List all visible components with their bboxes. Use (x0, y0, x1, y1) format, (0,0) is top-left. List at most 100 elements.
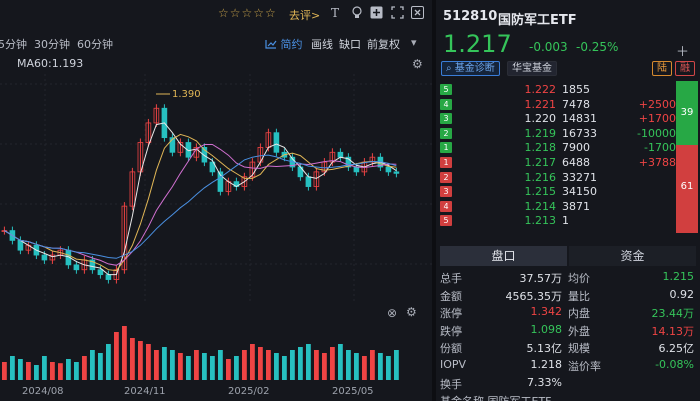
stat-value: 6.25亿 (624, 340, 694, 356)
order-delta: +3788 (616, 156, 676, 169)
stat-value: 23.44万 (624, 305, 694, 321)
x-axis: 2024/08 2024/11 2025/02 2025/05 (0, 386, 432, 401)
price-change-pct: -0.25% (576, 40, 618, 54)
period-30min[interactable]: 30分钟 (34, 36, 70, 52)
rating-stars[interactable]: ☆☆☆☆☆ (218, 6, 277, 20)
volume-bar (346, 350, 351, 380)
order-book-row[interactable]: 5 1.222 1855 (436, 83, 676, 97)
volume-bar (330, 347, 335, 380)
stat-label: 份额 (440, 340, 462, 356)
simple-mode-button[interactable]: 简约 (265, 36, 303, 52)
x-tick: 2025/05 (332, 386, 374, 397)
order-book-row[interactable]: 5 1.213 1 (436, 214, 676, 228)
fund-diagnosis-label: 基金诊断 (455, 63, 495, 74)
stat-label: IOPV (440, 358, 466, 371)
period-60min[interactable]: 60分钟 (77, 36, 113, 52)
buy-sell-ratio-bar: 39 61 (676, 81, 698, 233)
order-book-row[interactable]: 3 1.215 34150 (436, 185, 676, 199)
stat-value: 5.13亿 (492, 340, 562, 356)
bulb-icon[interactable] (350, 6, 364, 20)
order-book-row[interactable]: 4 1.221 7478 +2500 (436, 98, 676, 112)
volume-bar (10, 356, 15, 380)
order-qty: 3871 (562, 200, 590, 213)
volume-bar (162, 347, 167, 380)
level-badge: 5 (440, 215, 452, 226)
stat-value: 1.218 (492, 358, 562, 371)
text-icon[interactable]: T (328, 6, 342, 20)
price-change: -0.003 (529, 40, 568, 54)
search-icon: ⌕ (446, 63, 452, 74)
candle (354, 167, 359, 172)
order-price: 1.217 (514, 156, 556, 169)
current-price: 1.217 (443, 30, 512, 58)
period-5min[interactable]: 5分钟 (0, 36, 27, 52)
volume-bar (210, 356, 215, 380)
level-badge: 1 (440, 142, 452, 153)
stat-value: 1.342 (492, 305, 562, 318)
fund-code: 512810 (443, 9, 497, 24)
gear-icon[interactable]: ⚙ (412, 57, 423, 71)
close-icon[interactable] (410, 6, 424, 20)
volume-bar (26, 362, 31, 380)
stat-label: 涨停 (440, 305, 462, 321)
margin-badge: 融 (675, 61, 695, 76)
order-price: 1.216 (514, 171, 556, 184)
volume-bar (234, 356, 239, 380)
order-delta: -10000 (616, 127, 676, 140)
volume-bar (338, 344, 343, 380)
volume-bar (106, 344, 111, 380)
dropdown-icon[interactable]: ▾ (411, 36, 417, 49)
stat-label: 溢价率 (568, 358, 601, 374)
candle (386, 167, 391, 172)
volume-chart (0, 318, 408, 380)
price-chart[interactable]: 1.390 (0, 74, 432, 304)
add-watchlist-icon[interactable]: ＋ (676, 41, 689, 60)
fund-diagnosis-button[interactable]: ⌕ 基金诊断 (441, 61, 500, 76)
order-qty: 1855 (562, 83, 590, 96)
stats-row: 总手 37.57万 均价 1.215 (440, 270, 698, 287)
stat-label: 内盘 (568, 305, 590, 321)
order-book-row[interactable]: 1 1.217 6488 +3788 (436, 156, 676, 170)
candle (74, 265, 79, 270)
volume-bar (370, 350, 375, 380)
period-tabs: 5分钟 30分钟 60分钟 简约 画线 缺口 前复权 ▾ (0, 36, 432, 54)
order-book-row[interactable]: 2 1.219 16733 -10000 (436, 127, 676, 141)
volume-bar (194, 350, 199, 380)
fq-button[interactable]: 前复权 (367, 36, 400, 52)
order-book-row[interactable]: 4 1.214 3871 (436, 200, 676, 214)
stat-label: 量比 (568, 288, 590, 304)
x-tick: 2025/02 (228, 386, 270, 397)
order-qty: 16733 (562, 127, 597, 140)
volume-gear-icon[interactable]: ⚙ (406, 305, 417, 319)
ma60-label: MA60:1.193 (17, 57, 83, 70)
volume-bar (66, 359, 71, 380)
volume-bar (2, 362, 7, 380)
level-badge: 3 (440, 113, 452, 124)
order-qty: 6488 (562, 156, 590, 169)
order-book-row[interactable]: 3 1.220 14831 +1700 (436, 112, 676, 126)
draw-line-button[interactable]: 画线 (311, 36, 333, 52)
tab-pankou[interactable]: 盘口 (440, 246, 567, 266)
volume-bar (170, 350, 175, 380)
chart-panel: ☆☆☆☆☆ 去评> T 5分钟 30分钟 60分钟 简约 画线 缺口 前复权 ▾… (0, 0, 432, 401)
expand-icon[interactable] (390, 6, 404, 20)
level-badge: 4 (440, 201, 452, 212)
add-square-icon[interactable] (369, 6, 383, 20)
level-badge: 3 (440, 186, 452, 197)
order-qty: 33271 (562, 171, 597, 184)
level-badge: 2 (440, 128, 452, 139)
rate-link[interactable]: 去评> (289, 7, 320, 23)
fund-company-badge[interactable]: 华宝基金 (507, 61, 557, 76)
level-badge: 5 (440, 84, 452, 95)
order-price: 1.215 (514, 185, 556, 198)
order-delta: +1700 (616, 112, 676, 125)
tab-fund-flow[interactable]: 资金 (569, 246, 696, 266)
volume-bar (74, 362, 79, 380)
order-book-row[interactable]: 1 1.218 7900 -1700 (436, 141, 676, 155)
candle (106, 275, 111, 280)
volume-bar (178, 353, 183, 380)
order-book-row[interactable]: 2 1.216 33271 (436, 171, 676, 185)
volume-bar (306, 344, 311, 380)
volume-bar (42, 356, 47, 380)
gap-button[interactable]: 缺口 (339, 36, 361, 52)
